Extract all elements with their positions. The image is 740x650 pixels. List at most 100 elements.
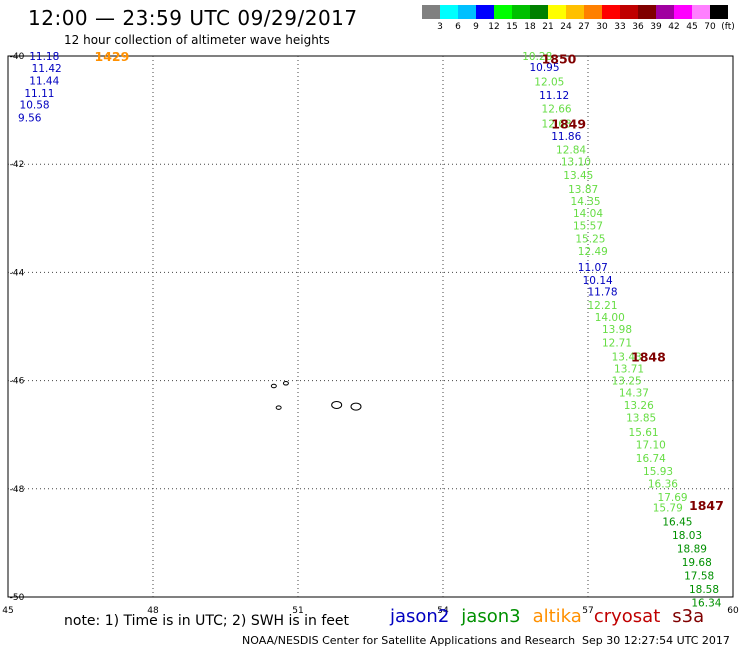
pass-number-label: 1849 xyxy=(551,117,586,132)
wave-height-label: 14.00 xyxy=(595,312,625,324)
map-frame xyxy=(7,55,734,598)
scale-swatch xyxy=(548,5,566,19)
wave-height-label: 9.56 xyxy=(18,113,42,125)
wave-height-label: 11.18 xyxy=(29,51,59,63)
pass-number-label: 1847 xyxy=(689,498,724,513)
scale-unit-label: (ft) xyxy=(721,22,735,32)
lon-tick-label: 54 xyxy=(437,606,449,616)
scale-swatch xyxy=(638,5,656,19)
lon-tick-label: 51 xyxy=(292,606,303,616)
island-outline xyxy=(282,381,289,386)
scale-label: 70 xyxy=(704,22,716,32)
scale-label: 24 xyxy=(560,22,572,32)
scale-label: 12 xyxy=(488,22,500,32)
legend-jason3: jason3 xyxy=(461,606,521,627)
wave-height-label: 15.25 xyxy=(575,233,605,245)
wave-height-label: 11.11 xyxy=(24,88,54,100)
wave-height-label: 12.49 xyxy=(578,246,608,258)
wave-height-label: 19.68 xyxy=(682,557,712,569)
legend-altika: altika xyxy=(532,606,582,627)
lat-tick-label: -44 xyxy=(10,268,25,278)
scale-swatch xyxy=(566,5,584,19)
units-note: note: 1) Time is in UTC; 2) SWH is in fe… xyxy=(64,613,350,629)
wave-height-label: 15.79 xyxy=(653,503,683,515)
wave-height-label: 14.35 xyxy=(571,196,601,208)
scale-label: 39 xyxy=(650,22,662,32)
wave-height-label: 12.05 xyxy=(534,76,564,88)
scale-swatch xyxy=(476,5,494,19)
wave-height-label: 18.58 xyxy=(689,584,719,596)
lon-tick-label: 60 xyxy=(727,606,739,616)
wave-height-label: 14.04 xyxy=(573,208,603,220)
wave-height-label: 13.85 xyxy=(626,412,656,424)
scale-label: 27 xyxy=(578,22,590,32)
wave-height-label: 12.71 xyxy=(602,338,632,350)
scale-swatch xyxy=(584,5,602,19)
wave-height-label: 17.10 xyxy=(636,439,666,451)
lon-tick-label: 48 xyxy=(147,606,159,616)
wave-height-label: 10.58 xyxy=(20,100,50,112)
wave-height-label: 16.36 xyxy=(648,478,678,490)
wave-height-label: 10.14 xyxy=(583,275,613,287)
scale-swatch xyxy=(512,5,530,19)
pass-labels: 1429 1850 1849 1848 1847 xyxy=(95,49,724,513)
lat-tick-label: -50 xyxy=(10,593,25,603)
scale-label: 15 xyxy=(506,22,518,32)
wave-height-label: 11.78 xyxy=(587,286,617,298)
wave-height-label: 12.66 xyxy=(542,103,572,115)
wave-height-label: 14.37 xyxy=(619,388,649,400)
wave-height-label: 13.98 xyxy=(602,324,632,336)
scale-swatch xyxy=(674,5,692,19)
scale-label: 18 xyxy=(524,22,536,32)
scale-label: 9 xyxy=(473,22,479,32)
wave-height-label: 13.87 xyxy=(568,184,598,196)
wave-height-label: 17.58 xyxy=(684,570,714,582)
wave-height-label: 10.95 xyxy=(529,62,559,74)
wave-height-label: 13.26 xyxy=(624,400,654,412)
pass-number-label: 1850 xyxy=(542,52,577,67)
scale-swatch xyxy=(602,5,620,19)
wave-height-label: 13.10 xyxy=(561,156,591,168)
wave-height-label: 18.89 xyxy=(677,543,707,555)
legend-cryosat: cryosat xyxy=(593,606,661,627)
satellite-legend: jason2 jason3 altika cryosat s3a xyxy=(390,606,716,627)
scale-swatch xyxy=(656,5,674,19)
wave-height-label: 16.45 xyxy=(662,516,692,528)
scale-swatch xyxy=(692,5,710,19)
wave-height-label: 17.69 xyxy=(658,492,688,504)
wave-height-label: 12.68 xyxy=(542,119,572,131)
wave-height-label: 12.84 xyxy=(556,145,586,157)
wave-height-label: 13.43 xyxy=(612,351,642,363)
wave-height-label: 15.61 xyxy=(629,427,659,439)
axis-tick-labels: 45 48 51 54 57 60 -40 -42 -44 -46 -48 -50 xyxy=(2,52,739,616)
pass-number-label: 1848 xyxy=(631,349,666,364)
legend-s3a: s3a xyxy=(672,606,705,627)
island-outline xyxy=(275,405,282,410)
lat-tick-label: -40 xyxy=(10,52,25,62)
wave-height-points: 11.1811.4211.4411.1110.589.5610.9511.121… xyxy=(18,51,722,609)
island-outline xyxy=(350,402,362,411)
wave-height-label: 13.71 xyxy=(614,364,644,376)
map-title: 12:00 — 23:59 UTC 09/29/2017 xyxy=(28,6,358,30)
scale-swatch xyxy=(494,5,512,19)
scale-swatch xyxy=(710,5,728,19)
scale-label: 21 xyxy=(542,22,554,32)
island-outline xyxy=(270,383,277,389)
scale-label: 6 xyxy=(455,22,461,32)
lon-tick-label: 45 xyxy=(2,606,13,616)
generated-timestamp: Sep 30 12:27:54 UTC 2017 xyxy=(582,634,730,647)
scale-label: 42 xyxy=(668,22,680,32)
wave-height-label: 13.45 xyxy=(563,170,593,182)
island-outline xyxy=(331,400,343,409)
wave-height-label: 11.86 xyxy=(551,131,581,143)
wave-height-label: 13.25 xyxy=(612,376,642,388)
scale-swatch xyxy=(440,5,458,19)
wave-height-label: 11.44 xyxy=(29,75,59,87)
lat-tick-label: -48 xyxy=(10,485,25,495)
scale-swatch xyxy=(458,5,476,19)
wave-height-label: 10.28 xyxy=(522,51,552,63)
lat-lon-grid xyxy=(7,55,734,598)
scale-swatch xyxy=(422,5,440,19)
scale-label: 30 xyxy=(596,22,608,32)
